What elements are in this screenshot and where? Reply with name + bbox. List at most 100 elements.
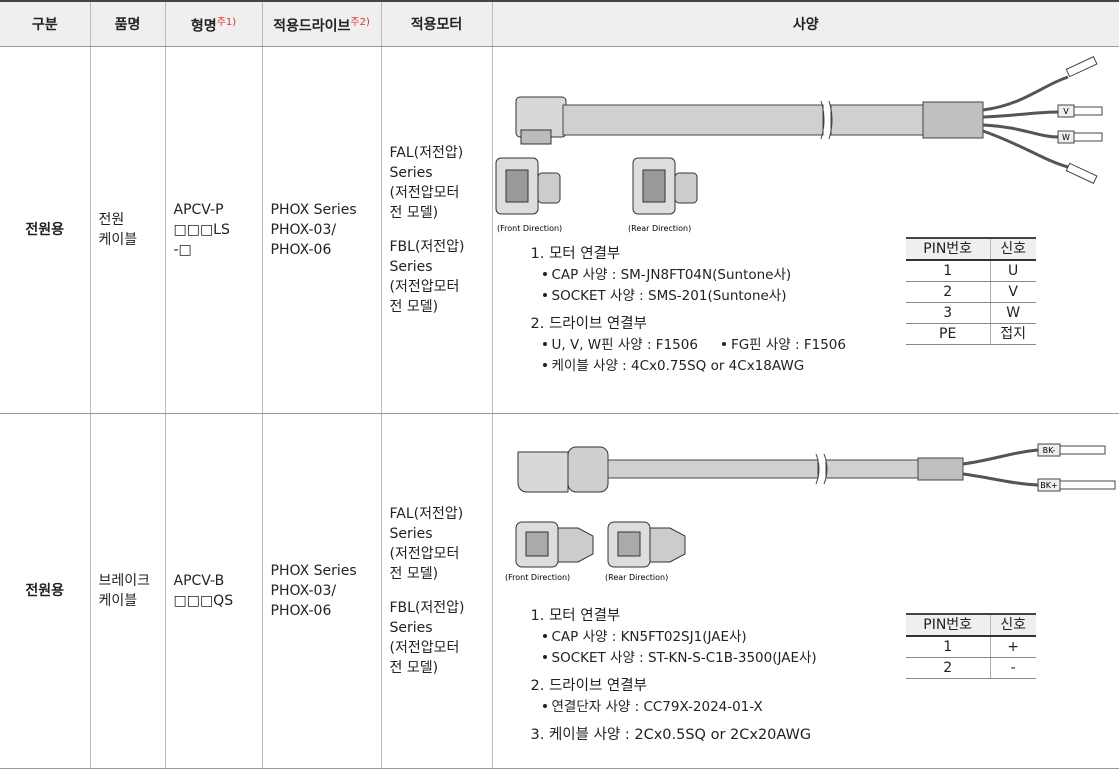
spec-text: CAP 사양 : KN5FT02SJ1(JAE사)	[552, 629, 747, 645]
cell-line: □□□LS	[174, 220, 254, 240]
header-text: 구분	[32, 17, 58, 33]
cell-line: Series	[390, 257, 484, 277]
wires	[983, 77, 1068, 167]
cell-line: -□	[174, 240, 254, 260]
category-cell: 전원용	[0, 414, 90, 769]
spec-item: SOCKET 사양 : SMS-201(Suntone사)	[543, 288, 787, 304]
cell-line: PHOX-06	[271, 240, 373, 260]
pin-cell: 2	[906, 282, 991, 303]
cell-line: □□□QS	[174, 591, 254, 611]
header-cell: 사양	[492, 1, 1119, 47]
header-cell: 형명주1)	[165, 1, 262, 47]
terminal	[1060, 481, 1115, 489]
spec-text: CAP 사양 : SM-JN8FT04N(Suntone사)	[552, 267, 792, 283]
bullet	[543, 363, 547, 367]
spec-line: SOCKET 사양 : SMS-201(Suntone사)	[531, 286, 846, 307]
cell-line: (저전압모터	[390, 638, 484, 658]
category-cell: 전원용	[0, 47, 90, 414]
bullet	[543, 704, 547, 708]
header-cell: 품명	[90, 1, 165, 47]
spec-text: SOCKET 사양 : ST-KN-S-C1B-3500(JAE사)	[552, 650, 817, 666]
cell-line: FBL(저전압)	[390, 598, 484, 618]
cell-line: FBL(저전압)	[390, 237, 484, 257]
bullet	[722, 342, 726, 346]
wires	[963, 450, 1038, 485]
connector-label: (Front Direction)	[497, 224, 562, 233]
cell-line: FAL(저전압)	[390, 504, 484, 524]
pin-block	[643, 170, 665, 202]
connector	[518, 452, 568, 492]
cell-line: PHOX Series	[271, 200, 373, 220]
cable	[563, 105, 823, 135]
section-title: 2. 드라이브 연결부	[531, 313, 846, 335]
cell-line: 전 모델)	[390, 658, 484, 678]
header-text: 형명	[191, 18, 217, 34]
pin-cell: 1	[906, 260, 991, 282]
pin-header: 신호	[990, 238, 1035, 260]
pin-cell: U	[990, 260, 1035, 282]
spec-line: U, V, W핀 사양 : F1506 FG핀 사양 : F1506	[531, 335, 846, 356]
terminal	[1074, 107, 1102, 115]
pin-cell: W	[990, 303, 1035, 324]
header-text: 사양	[793, 17, 819, 33]
spec-item: U, V, W핀 사양 : F1506	[543, 337, 698, 353]
cable	[608, 460, 818, 478]
header-note: 주2)	[350, 17, 369, 28]
cell-line: PHOX-06	[271, 601, 373, 621]
connector-label: (Rear Direction)	[605, 573, 668, 582]
header-text: 품명	[115, 17, 141, 33]
pin-cell: 2	[906, 658, 991, 679]
cell-line: APCV-B	[174, 571, 254, 591]
header-cell: 적용드라이브주2)	[262, 1, 381, 47]
cell-line: PHOX Series	[271, 561, 373, 581]
cell-line: Series	[390, 524, 484, 544]
spec-cell: BK- BK+ (Front Direction) (Rear Directio…	[492, 414, 1119, 769]
cell-line: APCV-P	[174, 200, 254, 220]
wire-label: BK-	[1042, 446, 1055, 455]
spec-line: CAP 사양 : SM-JN8FT04N(Suntone사)	[531, 265, 846, 286]
pin-block	[618, 532, 640, 556]
wire-label: BK+	[1040, 481, 1057, 490]
connector-latch	[521, 130, 551, 144]
section-title: 2. 드라이브 연결부	[531, 675, 817, 697]
cable	[831, 105, 926, 135]
pin-header: 신호	[990, 614, 1035, 636]
pin-cell: V	[990, 282, 1035, 303]
spec-text: FG핀 사양 : F1506	[731, 337, 846, 353]
bullet	[543, 272, 547, 276]
cell-line: Series	[390, 163, 484, 183]
bullet	[543, 655, 547, 659]
cell-line: PHOX-03/	[271, 581, 373, 601]
connector-body	[568, 447, 608, 492]
spec-item: FG핀 사양 : F1506	[722, 337, 846, 353]
pin-row: 2-	[906, 658, 1036, 679]
front-connector-body	[538, 173, 560, 203]
section-title: 3. 케이블 사양 : 2Cx0.5SQ or 2Cx20AWG	[531, 724, 817, 746]
pin-header: PIN번호	[906, 614, 991, 636]
model-cell: APCV-B□□□QS	[165, 414, 262, 769]
pin-cell: +	[990, 636, 1035, 658]
pin-header: PIN번호	[906, 238, 991, 260]
spec-item: SOCKET 사양 : ST-KN-S-C1B-3500(JAE사)	[543, 650, 817, 666]
cell-line: 전 모델)	[390, 203, 484, 223]
pin-row: 1+	[906, 636, 1036, 658]
cell-line: 전 모델)	[390, 564, 484, 584]
